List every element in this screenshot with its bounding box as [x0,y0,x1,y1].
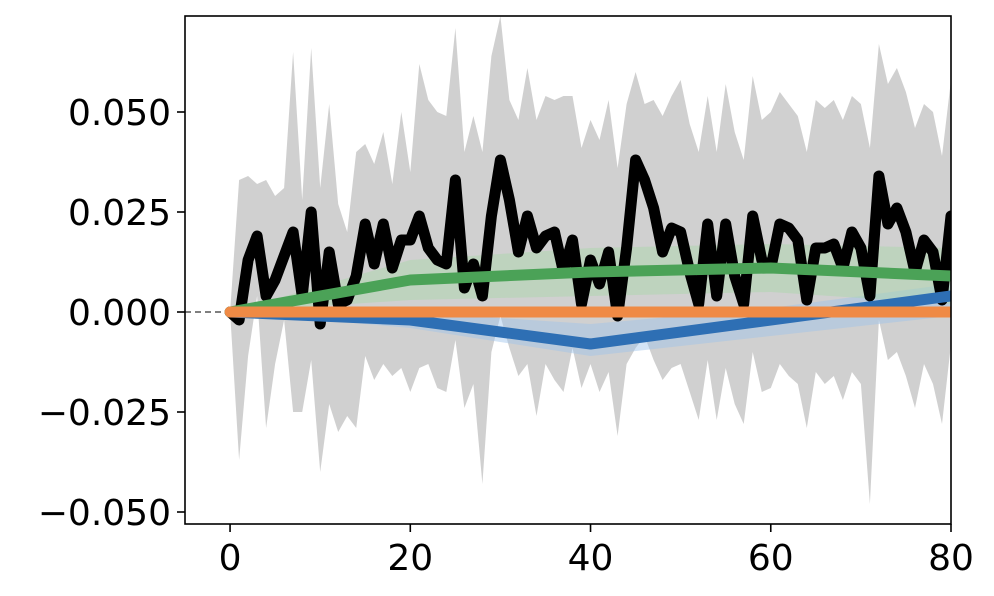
y-tick-label: 0.025 [68,193,171,234]
y-tick-label: 0.000 [68,293,171,334]
plot-frame [184,15,952,525]
x-tick-label: 60 [748,538,794,579]
y-tick-label: −0.025 [38,393,171,434]
y-tick-label: −0.050 [38,493,171,534]
x-tick-label: 0 [219,538,242,579]
x-tick-label: 80 [928,538,974,579]
x-tick-label: 20 [387,538,433,579]
x-tick-label: 40 [568,538,614,579]
axes: 0 20 40 60 80 −0.050 −0.025 0.000 0.025 0.050 [38,93,974,579]
series-2-line [224,262,951,318]
y-tick-label: 0.050 [68,93,171,134]
plot-area [185,16,951,504]
